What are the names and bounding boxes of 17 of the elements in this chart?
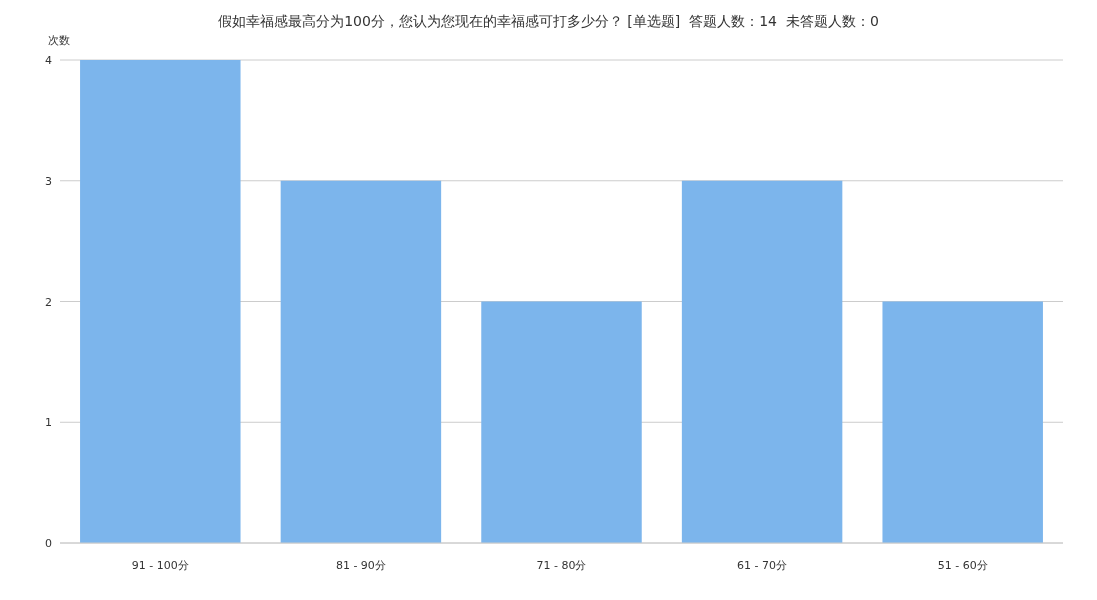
bar: [882, 301, 1043, 543]
bar: [80, 60, 241, 543]
x-tick-label: 61 - 70分: [737, 559, 788, 572]
y-tick-label: 1: [45, 416, 52, 430]
y-tick-label: 4: [45, 54, 52, 67]
bar: [481, 301, 642, 543]
y-axis-title: 次数: [48, 34, 70, 47]
chart-title: 假如幸福感最高分为100分，您认为您现在的幸福感可打多少分？ [单选题] 答题人数：14 未答题人数：0: [218, 13, 879, 29]
x-tick-label: 71 - 80分: [536, 559, 587, 572]
x-tick-label: 91 - 100分: [131, 559, 189, 572]
bar: [280, 180, 442, 543]
y-tick-label: 2: [45, 295, 52, 309]
x-tick-label: 81 - 90分: [335, 559, 386, 572]
bar: [681, 180, 843, 543]
x-tick-label: 51 - 60分: [937, 559, 988, 572]
y-tick-label: 3: [45, 174, 52, 188]
y-tick-label: 0: [45, 537, 52, 550]
